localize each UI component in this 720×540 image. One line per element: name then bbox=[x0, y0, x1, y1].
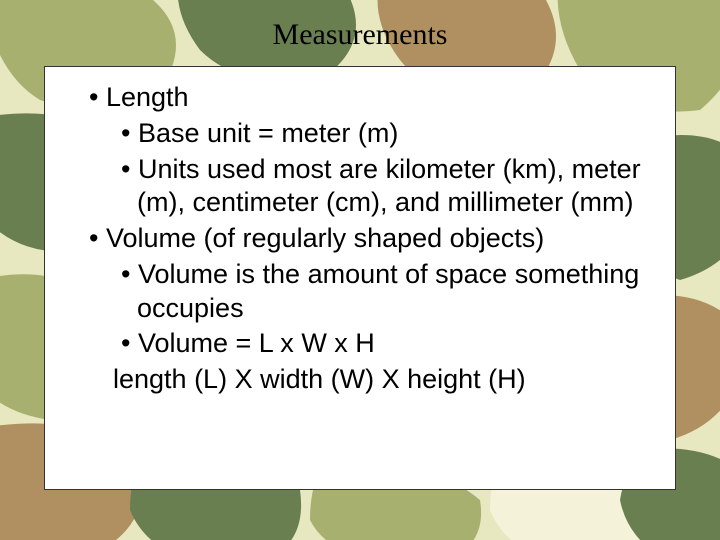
bullet-item: Units used most are kilometer (km), mete… bbox=[85, 153, 651, 221]
bullet-item: Volume is the amount of space something … bbox=[85, 258, 651, 326]
bullet-item: Volume = L x W x H bbox=[85, 327, 651, 361]
content-box: Length Base unit = meter (m) Units used … bbox=[44, 66, 676, 490]
slide-title: Measurements bbox=[0, 18, 720, 52]
bullet-item: length (L) X width (W) X height (H) bbox=[69, 363, 651, 397]
bullet-item: Volume (of regularly shaped objects) bbox=[69, 222, 651, 256]
bullet-item: Length bbox=[69, 81, 651, 115]
bullet-item: Base unit = meter (m) bbox=[85, 117, 651, 151]
